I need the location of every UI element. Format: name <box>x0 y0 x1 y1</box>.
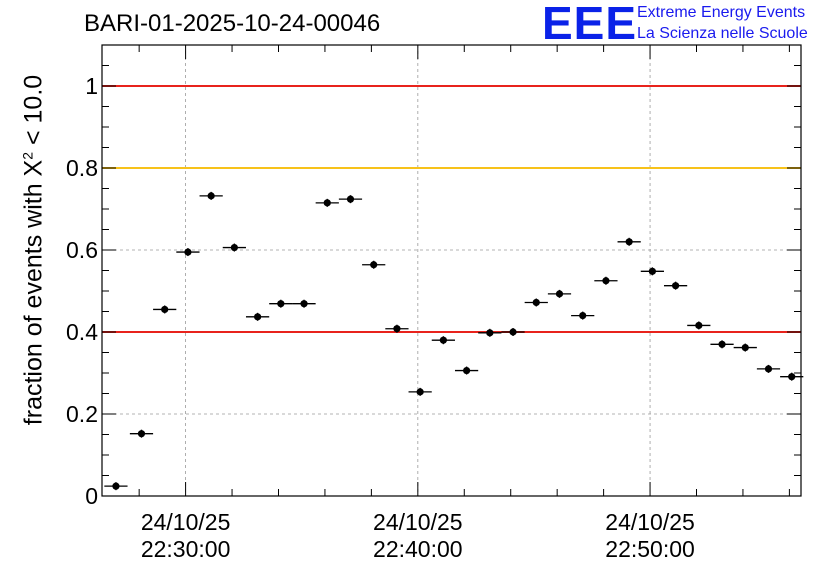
data-point <box>524 298 548 307</box>
data-points <box>104 191 804 491</box>
y-tick-label: 0.4 <box>66 319 98 345</box>
y-axis-label-suffix: < 10.0 <box>19 74 48 152</box>
y-tick-label: 0 <box>85 483 98 509</box>
reference-lines <box>102 85 801 333</box>
data-point <box>431 336 455 345</box>
y-axis-label-prefix: fraction of events with <box>19 176 48 426</box>
marker <box>207 192 215 200</box>
data-point <box>547 289 572 298</box>
marker <box>625 238 633 246</box>
data-point <box>153 305 177 314</box>
data-point <box>756 364 781 373</box>
data-point <box>338 195 363 204</box>
marker <box>439 336 447 344</box>
data-point <box>687 321 711 330</box>
marker <box>462 366 471 375</box>
y-tick-label: 0.6 <box>66 237 98 263</box>
x-tick-label-time: 22:40:00 <box>373 536 463 562</box>
marker <box>532 298 540 307</box>
data-point <box>269 299 293 308</box>
data-point <box>245 312 270 321</box>
marker <box>718 340 726 348</box>
plot-frame <box>101 44 802 497</box>
logo-line-2: La Scienza nelle Scuole <box>637 25 808 42</box>
marker <box>764 365 773 373</box>
data-point <box>733 343 757 352</box>
data-point <box>663 281 688 290</box>
data-point <box>710 340 734 349</box>
eee-logo: EEE <box>542 0 638 49</box>
marker <box>555 290 564 298</box>
marker <box>323 199 331 207</box>
marker <box>671 282 680 290</box>
data-point <box>408 387 432 396</box>
marker <box>230 243 238 252</box>
chart-title: BARI-01-2025-10-24-00046 <box>84 10 381 37</box>
marker <box>393 325 401 333</box>
x-tick-label-date: 24/10/25 <box>141 509 231 535</box>
y-axis-label: fraction of events with X2 < 10.0 <box>19 75 48 425</box>
marker <box>788 373 796 381</box>
y-axis-label-symbol: X <box>19 159 48 177</box>
marker <box>112 482 120 490</box>
y-tick-label: 0.8 <box>66 155 98 181</box>
y-axis-label-superscript: 2 <box>19 151 36 160</box>
marker <box>509 328 517 336</box>
data-point <box>129 429 154 438</box>
y-tick-label: 0.2 <box>66 401 98 427</box>
marker <box>579 312 587 320</box>
data-point <box>362 260 386 269</box>
x-tick-label-date: 24/10/25 <box>373 509 463 535</box>
x-tick-label-date: 24/10/25 <box>605 509 695 535</box>
data-point <box>222 243 246 252</box>
data-point <box>199 191 223 200</box>
marker <box>346 195 355 203</box>
marker <box>137 430 146 438</box>
marker <box>253 313 262 321</box>
y-tick-label: 1 <box>85 73 98 99</box>
data-point <box>571 311 595 320</box>
data-point <box>594 276 618 285</box>
marker <box>416 388 424 396</box>
data-point <box>478 328 502 337</box>
data-point <box>385 324 409 333</box>
marker <box>486 329 494 337</box>
data-point <box>617 237 641 246</box>
x-tick-label-time: 22:50:00 <box>605 536 695 562</box>
axes: 00.20.40.60.8124/10/2522:30:0024/10/2522… <box>66 44 801 562</box>
data-point <box>104 482 128 491</box>
data-point <box>780 372 804 381</box>
logo-line-1: Extreme Energy Events <box>637 4 806 21</box>
marker <box>741 343 749 352</box>
marker <box>370 261 378 269</box>
marker <box>695 321 703 330</box>
marker <box>300 300 308 308</box>
data-point <box>292 299 316 308</box>
marker <box>648 267 656 275</box>
marker <box>277 300 285 308</box>
grid <box>102 45 801 496</box>
marker <box>184 248 192 256</box>
x-tick-label-time: 22:30:00 <box>141 536 231 562</box>
data-point <box>501 328 525 336</box>
marker <box>602 277 610 285</box>
data-point <box>640 267 664 276</box>
data-point <box>176 248 200 257</box>
marker <box>161 305 169 314</box>
data-point <box>454 366 479 375</box>
data-point <box>315 198 339 207</box>
